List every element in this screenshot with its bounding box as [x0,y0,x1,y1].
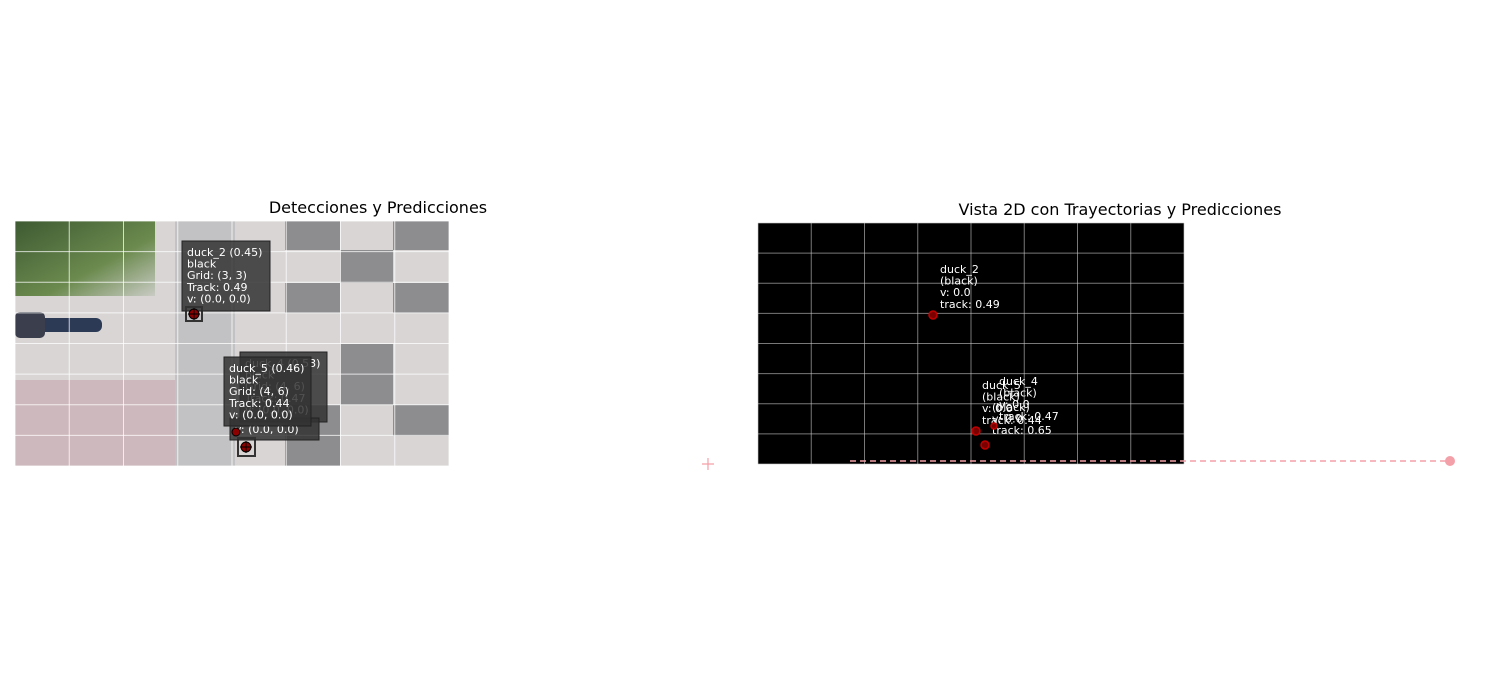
map-label-line: track: 0.44 [982,414,1042,427]
label-line: black [229,374,259,387]
label-line: black [187,258,217,271]
map-label-line: (black) [999,387,1037,400]
map-label-line: duck_2 [940,263,979,276]
map-label-line: v: 0.0 [982,402,1013,415]
map-label-line: track: 0.47 [999,410,1059,423]
left-title: Detecciones y Predicciones [269,198,487,217]
map-label-line: (black) [992,401,1030,414]
map-points [928,310,998,450]
label-line: Track: 0.49 [186,281,247,294]
label-box [223,356,312,427]
map-label-line: duck_4 [999,375,1038,388]
map-label-line: (black) [982,391,1020,404]
label-line: v: (0.0, 0.0) [229,408,293,421]
label-box [181,240,271,312]
map-label-line: v: 0.0 [992,413,1023,426]
map-label-line: (black) [940,275,978,288]
prediction-cross [702,458,714,470]
label-line: Grid: (4, 6) [229,385,289,398]
label-line: duck_5 (0.46) [229,362,304,375]
label-line: Grid: (3, 3) [187,269,247,282]
map-label-line: track: 0.49 [940,298,1000,311]
label-line: v: (0.0, 0.0) [187,292,251,305]
map-label-line: track: 0.65 [992,424,1052,437]
label-line: duck_2 (0.45) [187,246,262,259]
map-label-line: v: 0.0 [940,286,971,299]
map-label-line: v: 0.0 [999,398,1030,411]
prediction-point [1445,456,1455,466]
det-markers [188,308,252,453]
label-line: Track: 0.44 [228,397,289,410]
right-title: Vista 2D con Trayectorias y Predicciones [959,200,1282,219]
map-label-line: duck_5 [982,379,1021,392]
